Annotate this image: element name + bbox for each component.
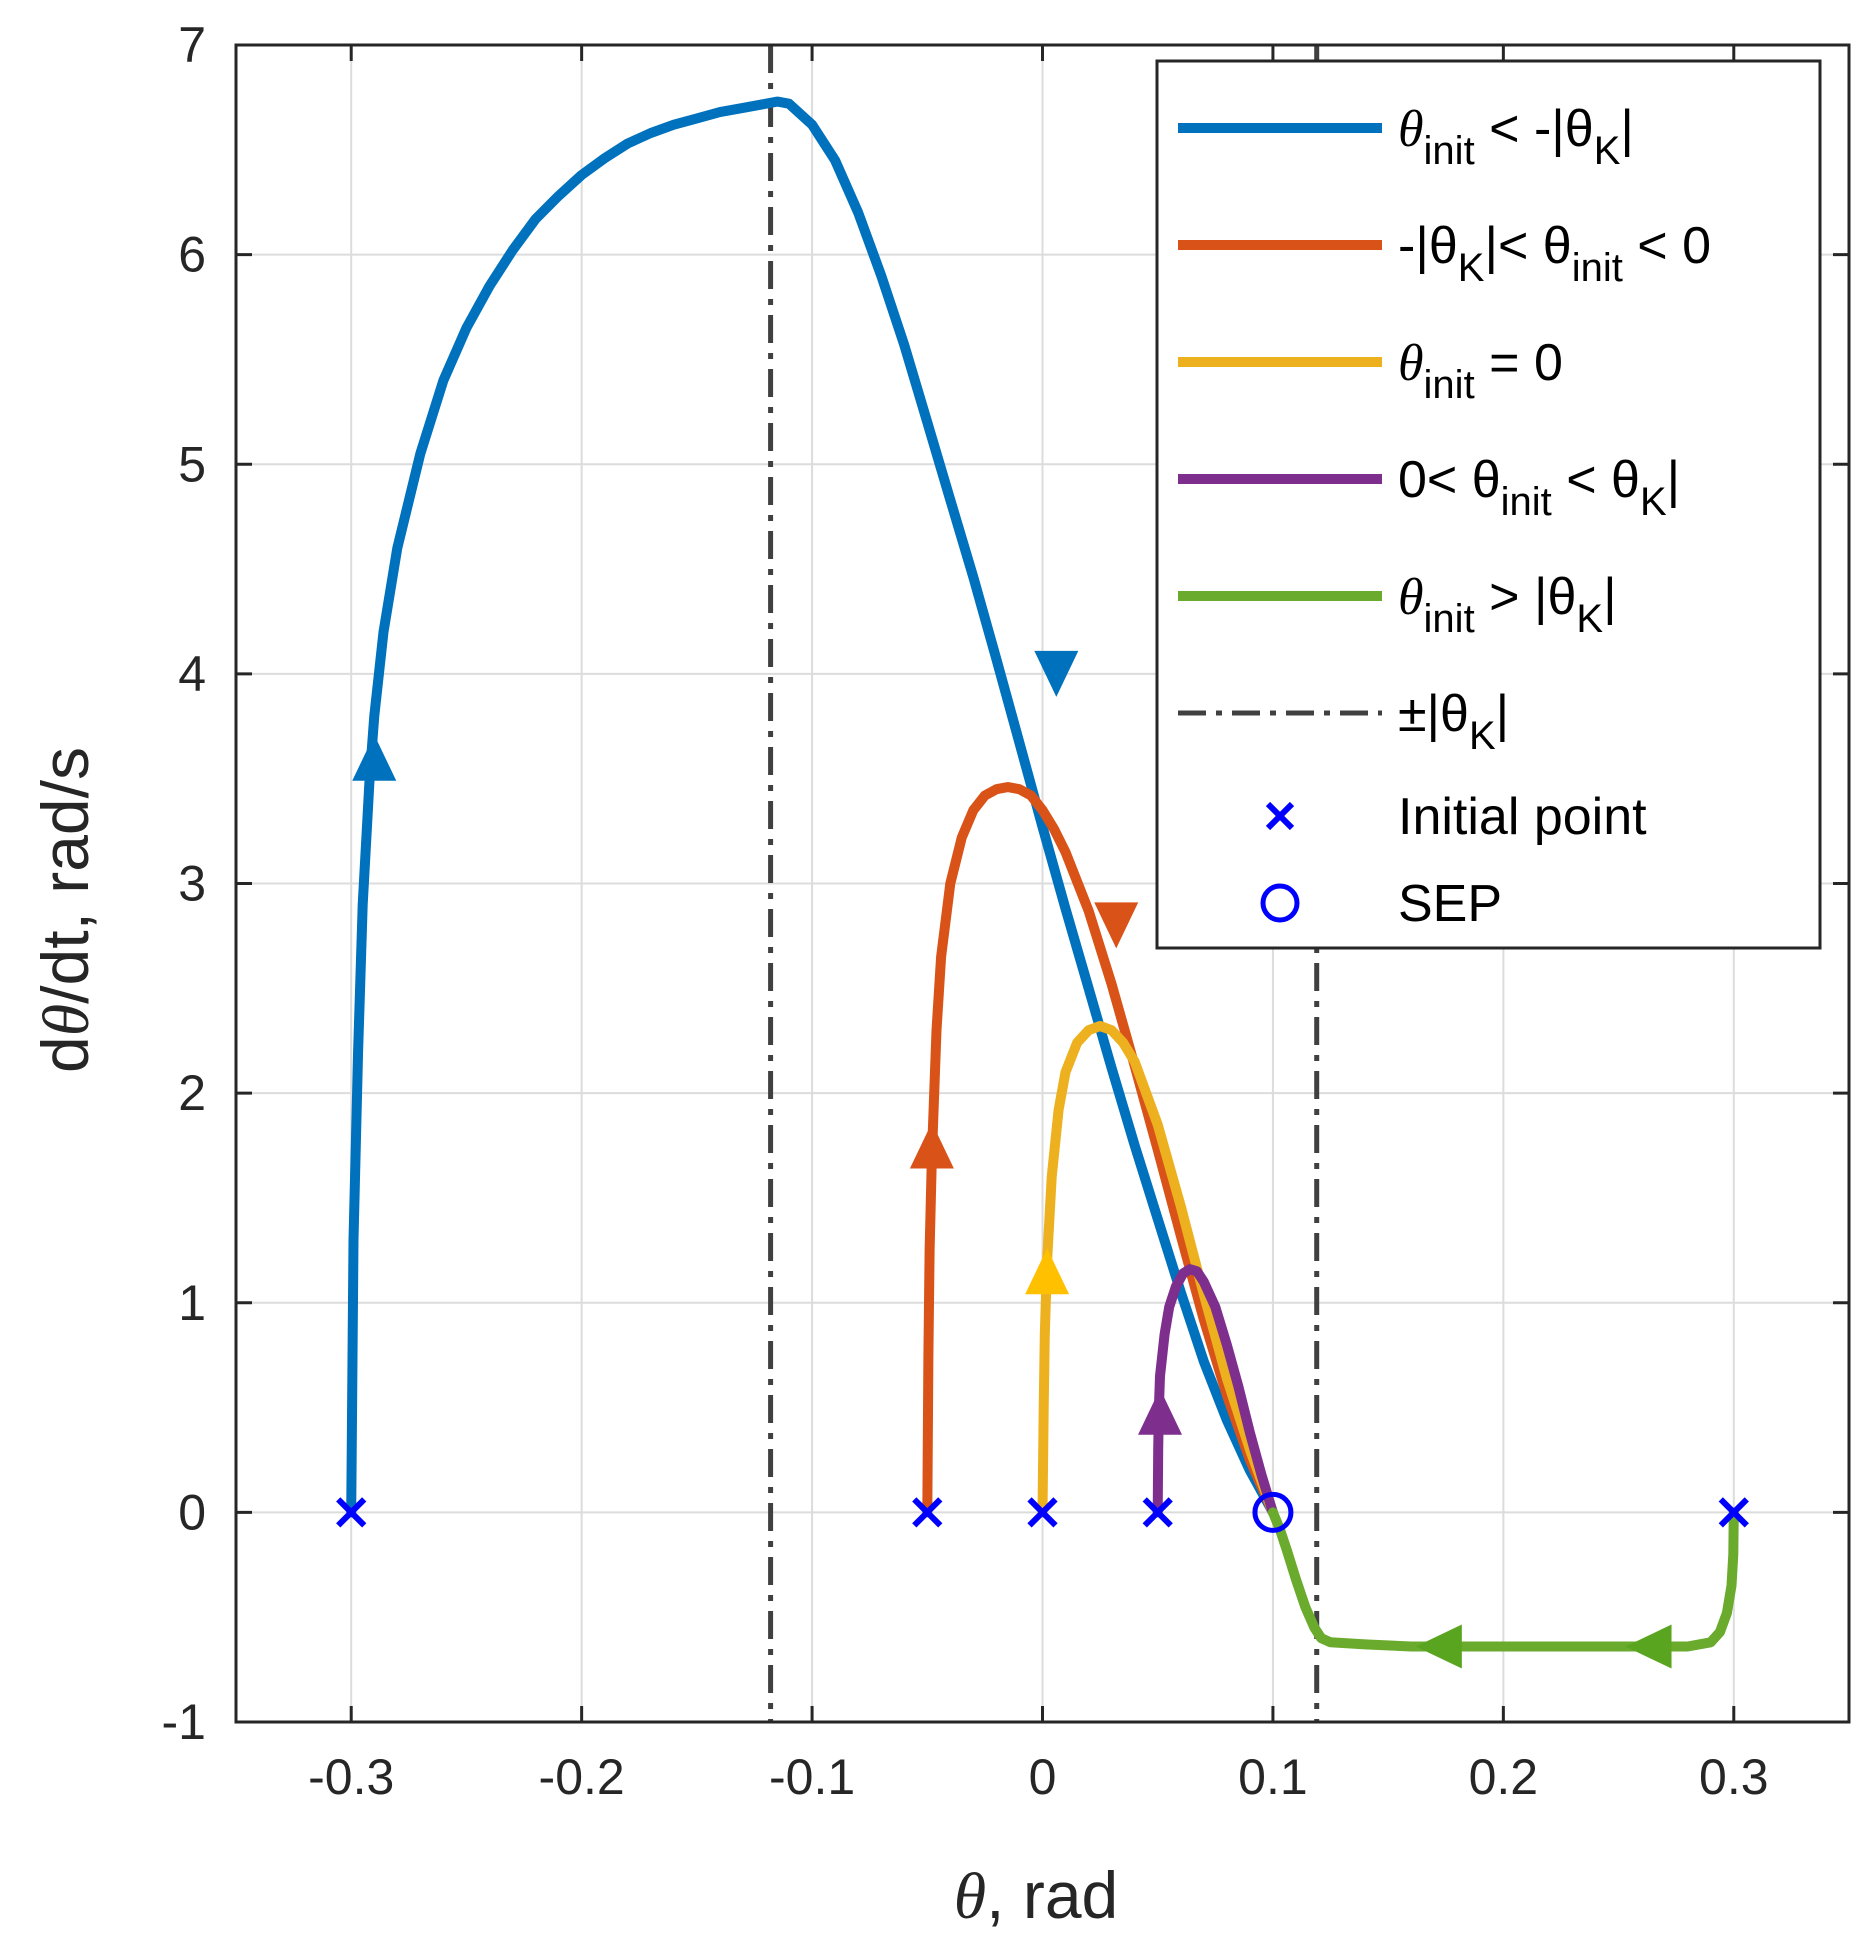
x-axis-label: θ, rad	[954, 1858, 1119, 1933]
legend-label-green: θinit > |θK|	[1398, 568, 1617, 641]
x-tick-label: 0.3	[1699, 1749, 1769, 1805]
legend-label-orange: -|θK|< θinit < 0	[1398, 217, 1711, 290]
legend-label-sep: SEP	[1398, 875, 1502, 933]
arrow-yellow-0	[1025, 1248, 1070, 1295]
initial-point-marker	[912, 1497, 943, 1528]
legend-swatch-initial-point	[1265, 801, 1295, 831]
x-tick-label: 0.2	[1469, 1749, 1539, 1805]
initial-point-marker	[1142, 1497, 1173, 1528]
x-tick-label: -0.2	[539, 1749, 625, 1805]
arrow-orange-0	[909, 1122, 954, 1169]
legend-box	[1155, 59, 1822, 950]
initial-point-marker	[1718, 1497, 1749, 1528]
arrow-orange-1	[1094, 902, 1139, 949]
legend-label-blue: θinit < -|θK|	[1398, 100, 1634, 173]
y-tick-label: 3	[178, 856, 206, 912]
y-tick-label: 4	[178, 646, 206, 702]
x-tick-label: -0.3	[308, 1749, 394, 1805]
y-axis-label: dθ/dt, rad/s	[28, 747, 103, 1073]
arrow-blue-1	[1034, 650, 1079, 697]
curve-blue	[346, 96, 1278, 1518]
y-tick-label: 6	[178, 227, 206, 283]
x-axis-label-symbol: θ	[954, 1860, 986, 1933]
initial-point-marker	[1027, 1497, 1058, 1528]
legend-swatch-sep	[1260, 883, 1300, 923]
legend-label-vline: ±|θK|	[1398, 685, 1509, 758]
x-tick-label: 0.1	[1238, 1749, 1308, 1805]
y-axis-label-text: /dt, rad/s	[28, 747, 102, 1004]
curve-purple	[1152, 1264, 1278, 1518]
y-tick-label: 7	[178, 17, 206, 73]
y-tick-label: 5	[178, 436, 206, 492]
arrow-green-0	[1625, 1624, 1672, 1669]
y-axis-label-symbol: θ	[30, 1004, 103, 1036]
x-tick-label: -0.1	[769, 1749, 855, 1805]
y-tick-label: 2	[178, 1065, 206, 1121]
y-tick-label: 1	[178, 1275, 206, 1331]
legend-label-yellow: θinit = 0	[1398, 334, 1563, 407]
arrow-blue-0	[352, 734, 397, 781]
curve-orange	[922, 782, 1278, 1518]
axis-ticks: -0.3 -0.2 -0.1 0 0.1 0.2 0.3 -1 0 1 2 3 4 5 6 7	[162, 17, 1849, 1805]
arrow-green-1	[1415, 1624, 1462, 1669]
legend-label-purple: 0< θinit < θK|	[1398, 451, 1680, 524]
x-tick-label: 0	[1029, 1749, 1057, 1805]
arrow-purple-0	[1138, 1388, 1183, 1435]
y-tick-label: 0	[178, 1484, 206, 1540]
y-axis-label-prefix: d	[28, 1036, 102, 1073]
initial-point-marker	[336, 1497, 367, 1528]
legend-label-initial-point: Initial point	[1398, 788, 1647, 846]
legend: θinit < -|θK| -|θK|< θinit < 0 θinit = 0…	[1155, 59, 1822, 950]
y-tick-label: -1	[162, 1694, 206, 1750]
x-axis-label-text: , rad	[986, 1858, 1118, 1932]
trajectory-curves	[346, 96, 1739, 1669]
sep-marker	[1252, 1491, 1294, 1533]
data-markers	[336, 1491, 1749, 1533]
